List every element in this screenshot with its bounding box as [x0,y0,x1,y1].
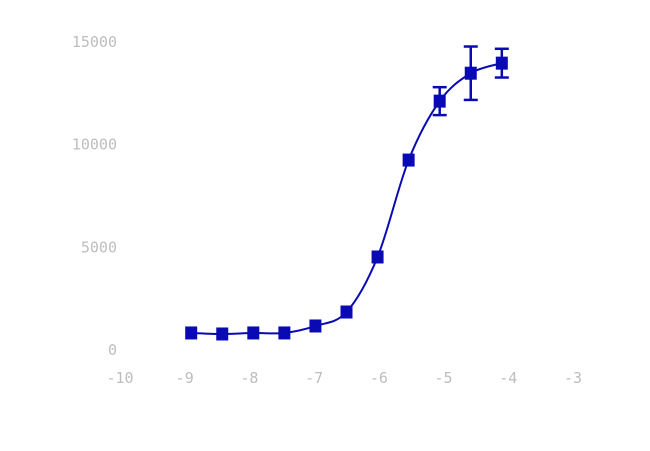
y-tick-label: 5000 [81,238,117,256]
x-tick-label: -5 [435,369,453,387]
data-point [464,66,477,80]
data-point [185,326,198,340]
y-tick-label: 15000 [72,33,117,51]
data-point [495,56,508,70]
x-tick-label: -10 [106,369,133,387]
x-tick-label: -8 [240,369,258,387]
data-point [309,319,322,333]
data-point [340,305,353,319]
x-tick-label: -4 [499,369,517,387]
x-tick-label: -9 [176,369,194,387]
data-point [278,326,291,340]
y-tick-label: 10000 [72,136,117,154]
x-tick-label: -7 [305,369,323,387]
data-point [247,326,260,340]
x-tick-label: -3 [564,369,582,387]
data-point [402,153,415,167]
data-point [216,327,229,341]
data-point [433,94,446,108]
data-point [371,250,384,264]
x-tick-label: -6 [370,369,388,387]
y-tick-label: 0 [108,341,117,359]
fit-curve [191,62,503,335]
